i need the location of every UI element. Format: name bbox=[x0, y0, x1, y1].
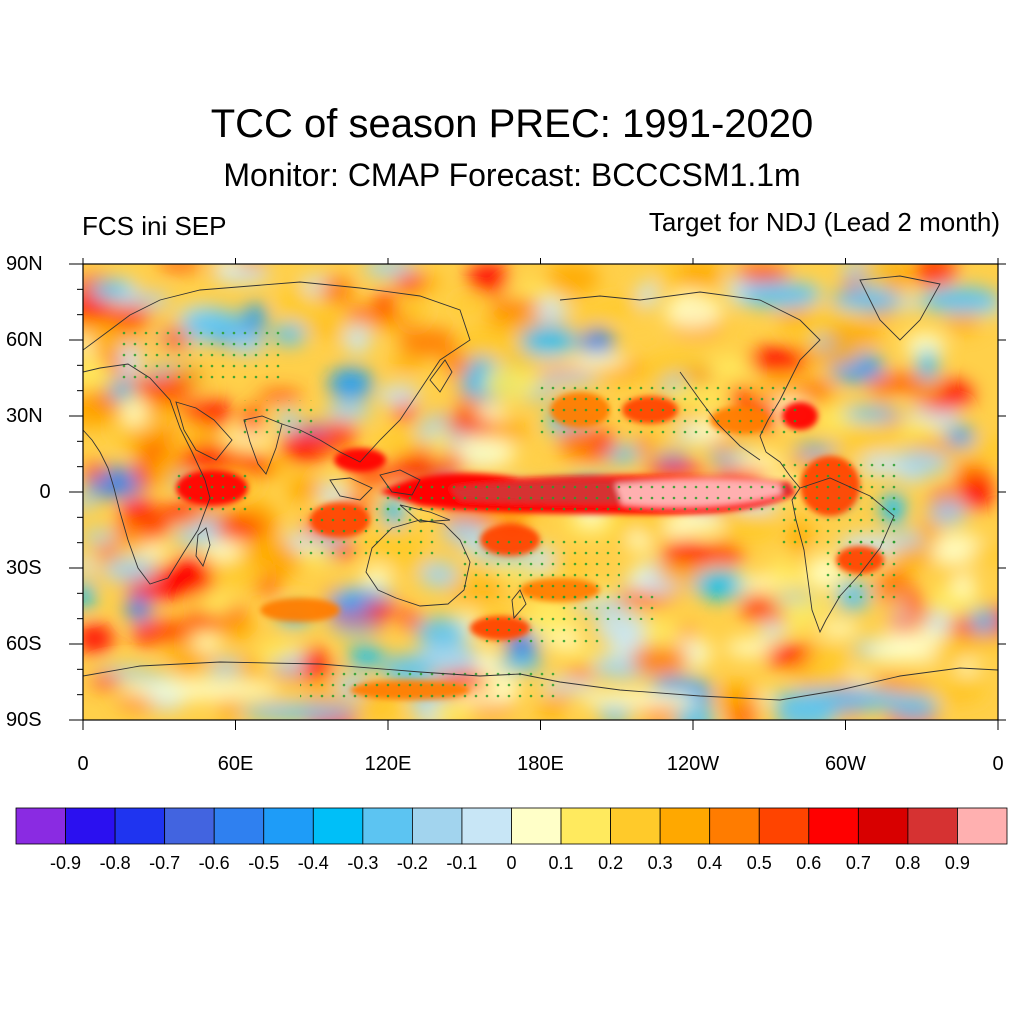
lon-tick-label: 0 bbox=[77, 753, 89, 775]
colorbar-label: -0.3 bbox=[347, 853, 379, 873]
colorbar-swatch bbox=[461, 807, 512, 845]
lon-tick-label: 60E bbox=[217, 753, 254, 775]
colorbar-label: 0 bbox=[506, 853, 517, 873]
colorbar-label: -0.6 bbox=[198, 853, 230, 873]
colorbar-label: -0.5 bbox=[248, 853, 280, 873]
axis-ticks bbox=[69, 258, 1006, 730]
colorbar-swatch bbox=[114, 807, 166, 845]
colorbar-label: -0.8 bbox=[99, 853, 131, 873]
colorbar-swatch bbox=[907, 807, 958, 845]
map-subtitle: Monitor: CMAP Forecast: BCCCSM1.1m bbox=[223, 157, 801, 193]
lat-tick-label: 0 bbox=[39, 481, 51, 503]
lat-tick-label: 30S bbox=[6, 557, 42, 579]
colorbar-swatch bbox=[659, 807, 711, 845]
lat-tick-label: 30N bbox=[6, 405, 43, 427]
lon-tick-label: 60W bbox=[824, 753, 867, 775]
colorbar-label: 0.4 bbox=[697, 853, 723, 873]
colorbar-label: -0.7 bbox=[149, 853, 181, 873]
lat-tick-label: 60S bbox=[6, 633, 42, 655]
map-title: TCC of season PREC: 1991-2020 bbox=[210, 102, 814, 146]
target-label: Target for NDJ (Lead 2 month) bbox=[648, 207, 1000, 237]
colorbar-swatch bbox=[957, 807, 1008, 845]
colorbar bbox=[15, 807, 1008, 845]
lon-tick-label: 120W bbox=[666, 753, 720, 775]
colorbar-label: 0.1 bbox=[548, 853, 574, 873]
colorbar-label: -0.9 bbox=[50, 853, 82, 873]
colorbar-swatch bbox=[808, 807, 859, 845]
colorbar-swatch bbox=[709, 807, 760, 845]
lat-tick-label: 60N bbox=[6, 329, 43, 351]
colorbar-swatch bbox=[411, 807, 463, 845]
colorbar-swatch bbox=[15, 807, 66, 845]
colorbar-swatch bbox=[511, 807, 562, 845]
lat-tick-label: 90S bbox=[6, 709, 42, 731]
colorbar-label: 0.7 bbox=[845, 853, 871, 873]
lon-tick-label: 120E bbox=[364, 753, 412, 775]
colorbar-swatch bbox=[758, 807, 810, 845]
map-field bbox=[83, 264, 998, 720]
colorbar-label: 0.5 bbox=[746, 853, 772, 873]
colorbar-label: 0.2 bbox=[598, 853, 624, 873]
colorbar-label: -0.1 bbox=[446, 853, 478, 873]
colorbar-swatch bbox=[560, 807, 611, 845]
colorbar-swatch bbox=[857, 807, 909, 845]
colorbar-swatch bbox=[263, 807, 314, 845]
colorbar-swatch bbox=[312, 807, 364, 845]
colorbar-label: 0.3 bbox=[647, 853, 673, 873]
lon-tick-label: 180E bbox=[517, 753, 564, 775]
lat-tick-label: 90N bbox=[6, 253, 43, 275]
colorbar-label: 0.8 bbox=[895, 853, 921, 873]
colorbar-swatch bbox=[164, 807, 215, 845]
initialization-label: FCS ini SEP bbox=[82, 211, 227, 241]
colorbar-label: -0.2 bbox=[396, 853, 428, 873]
colorbar-label: 0.9 bbox=[944, 853, 970, 873]
colorbar-swatch bbox=[610, 807, 661, 845]
colorbar-swatch bbox=[213, 807, 265, 845]
colorbar-swatch bbox=[362, 807, 413, 845]
coastlines bbox=[83, 275, 998, 701]
colorbar-swatch bbox=[65, 807, 116, 845]
colorbar-label: 0.6 bbox=[796, 853, 822, 873]
lon-tick-label: 0 bbox=[992, 753, 1004, 775]
colorbar-label: -0.4 bbox=[297, 853, 329, 873]
